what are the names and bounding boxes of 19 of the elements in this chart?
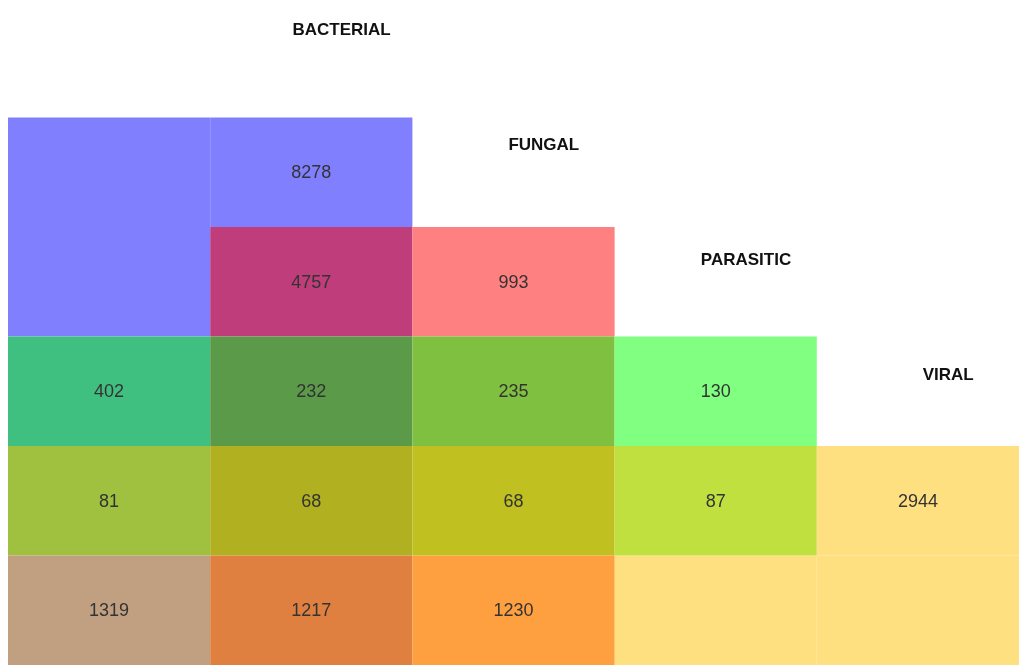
text: BACTERIAL	[292, 20, 391, 40]
data-label: 402	[94, 381, 125, 402]
data-label: 1230	[493, 600, 534, 621]
data-label: 232	[296, 381, 327, 402]
data-label: 81	[99, 490, 120, 511]
data-label: 1217	[291, 600, 332, 621]
data-label: 993	[498, 271, 529, 292]
data-label: 8278	[291, 162, 332, 183]
text: PARASITIC	[700, 250, 792, 270]
data-label: 68	[301, 490, 322, 511]
text: FUNGAL	[508, 135, 580, 155]
data-label: 235	[498, 381, 529, 402]
data-label: 68	[503, 490, 524, 511]
data-label: 2944	[897, 490, 938, 511]
data-label: 1319	[89, 600, 130, 621]
data-label: 4757	[291, 271, 332, 292]
text: VIRAL	[922, 365, 974, 385]
data-label: 87	[705, 490, 726, 511]
data-label: 130	[700, 381, 731, 402]
